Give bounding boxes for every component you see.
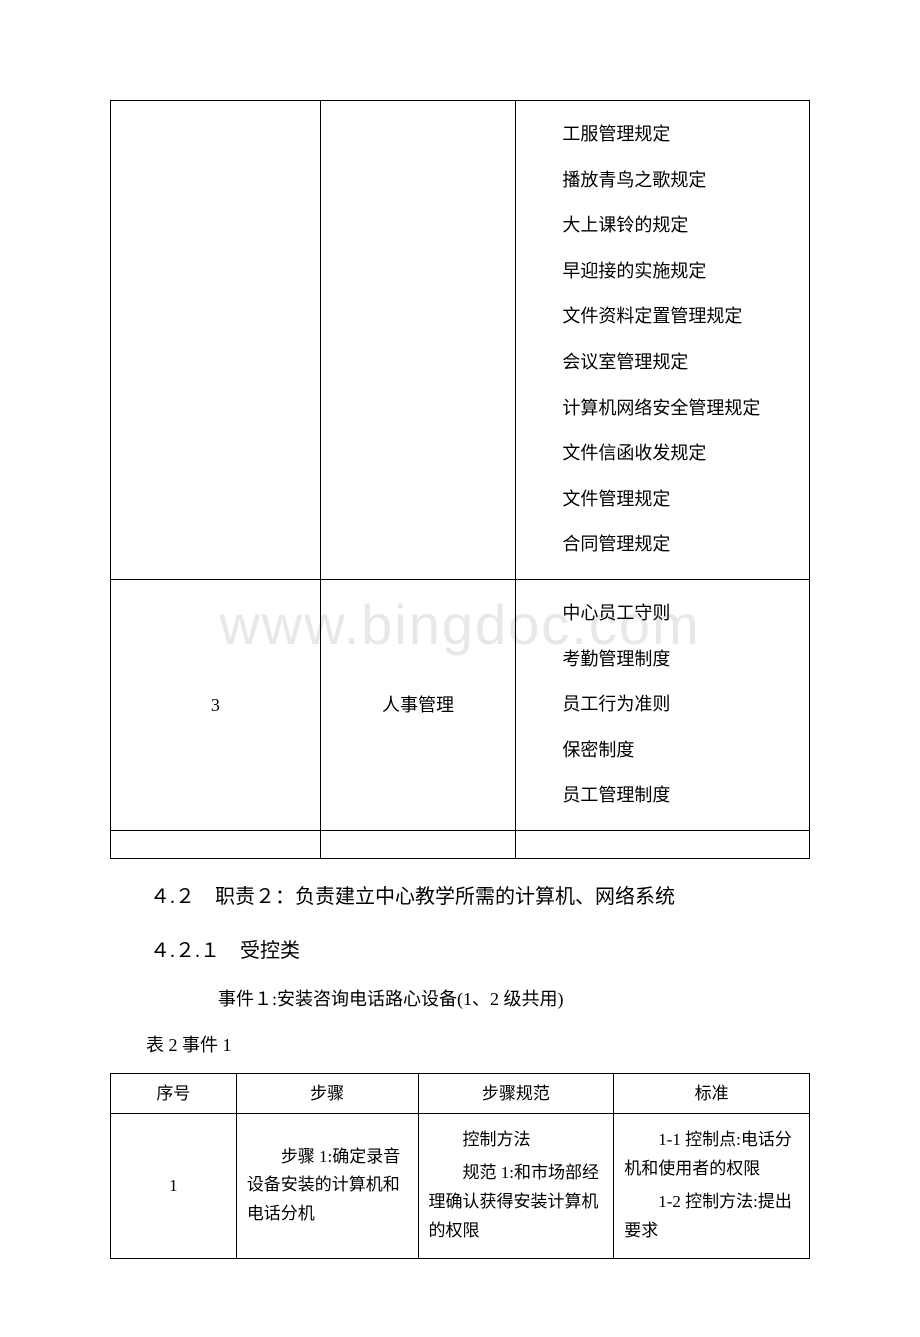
table-row: 工服管理规定 播放青鸟之歌规定 大上课铃的规定 早迎接的实施规定 文件资料定置管… [111, 101, 810, 580]
cell-step: 步骤 1:确定录音设备安装的计算机和电话分机 [236, 1114, 418, 1259]
cell-number: 3 [111, 579, 321, 830]
cell-number: 1 [111, 1114, 237, 1259]
table-row: 3 人事管理 中心员工守则 考勤管理制度 员工行为准则 保密制度 员工管理制度 [111, 579, 810, 830]
cell-empty [111, 830, 321, 858]
list-item: 计算机网络安全管理规定 [526, 389, 799, 429]
document-content: 工服管理规定 播放青鸟之歌规定 大上课铃的规定 早迎接的实施规定 文件资料定置管… [110, 100, 810, 1259]
header-cell: 步骤 [236, 1073, 418, 1113]
cell-category: 人事管理 [320, 579, 516, 830]
list-item: 大上课铃的规定 [526, 206, 799, 246]
cell-number [111, 101, 321, 580]
table-2: 序号 步骤 步骤规范 标准 1 步骤 1:确定录音设备安装的计算机和电话分机 控… [110, 1073, 810, 1259]
cell-empty [320, 830, 516, 858]
list-item: 文件信函收发规定 [526, 434, 799, 474]
cell-category [320, 101, 516, 580]
table-1: 工服管理规定 播放青鸟之歌规定 大上课铃的规定 早迎接的实施规定 文件资料定置管… [110, 100, 810, 859]
list-item: 播放青鸟之歌规定 [526, 161, 799, 201]
cell-standard: 1-1 控制点:电话分机和使用者的权限 1-2 控制方法:提出要求 [614, 1114, 810, 1259]
list-item: 保密制度 [526, 731, 799, 771]
list-item: 中心员工守则 [526, 594, 799, 634]
cell-empty [516, 830, 810, 858]
table-header-row: 序号 步骤 步骤规范 标准 [111, 1073, 810, 1113]
header-cell: 序号 [111, 1073, 237, 1113]
header-cell: 步骤规范 [418, 1073, 614, 1113]
list-item: 工服管理规定 [526, 115, 799, 155]
cell-norm: 控制方法 规范 1:和市场部经理确认获得安装计算机的权限 [418, 1114, 614, 1259]
table-2-caption: 表 2 事件 1 [110, 1027, 810, 1063]
cell-items: 中心员工守则 考勤管理制度 员工行为准则 保密制度 员工管理制度 [516, 579, 810, 830]
list-item: 会议室管理规定 [526, 343, 799, 383]
header-cell: 标准 [614, 1073, 810, 1113]
cell-items: 工服管理规定 播放青鸟之歌规定 大上课铃的规定 早迎接的实施规定 文件资料定置管… [516, 101, 810, 580]
list-item: 合同管理规定 [526, 525, 799, 565]
table-row-empty [111, 830, 810, 858]
list-item: 文件资料定置管理规定 [526, 297, 799, 337]
table-row: 1 步骤 1:确定录音设备安装的计算机和电话分机 控制方法 规范 1:和市场部经… [111, 1114, 810, 1259]
section-heading-4-2-1: ４.２.１ 受控类 [110, 931, 810, 971]
event-description: 事件１:安装咨询电话路心设备(1、2 级共用) [110, 981, 810, 1017]
list-item: 早迎接的实施规定 [526, 252, 799, 292]
list-item: 员工行为准则 [526, 685, 799, 725]
list-item: 文件管理规定 [526, 480, 799, 520]
list-item: 员工管理制度 [526, 776, 799, 816]
section-heading-4-2: ４.２ 职责２：负责建立中心教学所需的计算机、网络系统 [110, 877, 810, 917]
list-item: 考勤管理制度 [526, 640, 799, 680]
